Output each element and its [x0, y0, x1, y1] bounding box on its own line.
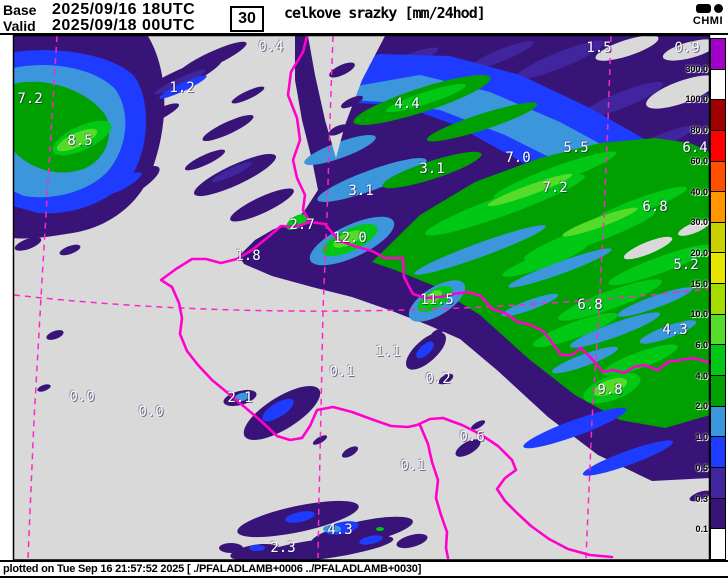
logo-bar-icon — [696, 3, 711, 13]
colorbar-segment — [711, 192, 725, 223]
valid-label: Valid — [3, 18, 36, 34]
base-time: 2025/09/16 18UTC — [52, 1, 196, 18]
colorbar-segment — [711, 467, 725, 499]
page-title: celkove srazky [mm/24hod] — [284, 4, 486, 22]
colorbar-segment — [711, 314, 725, 346]
blue-fringe-streaks — [523, 407, 674, 476]
colorbar-segment — [711, 437, 725, 468]
latlon-grid-lines — [13, 35, 710, 559]
colorbar-segment — [711, 406, 725, 438]
base-label: Base — [3, 2, 37, 18]
valid-time: 2025/09/18 00UTC — [52, 17, 196, 34]
forecast-step-box: 30 — [230, 6, 264, 32]
navy-specks-on-wedge — [328, 62, 364, 136]
colorbar-segment — [711, 222, 725, 254]
chmi-logo-icon — [679, 3, 723, 13]
forecast-step-value: 30 — [238, 10, 256, 27]
colorbar — [710, 38, 726, 560]
colorbar-segment — [711, 69, 725, 101]
chmi-logo: CHMI — [679, 3, 723, 27]
scattered-cells — [37, 328, 710, 560]
colorbar-segment — [711, 130, 725, 162]
colorbar-segment — [711, 376, 725, 407]
colorbar-segment — [711, 161, 725, 193]
colorbar-segment — [711, 39, 725, 70]
logo-dot-icon — [714, 3, 723, 13]
plotted-timestamp: plotted on Tue Sep 16 21:57:52 2025 [ ./… — [3, 563, 422, 575]
country-borders — [159, 35, 710, 560]
colorbar-segment — [711, 253, 725, 285]
colorbar-segment — [711, 498, 725, 530]
colorbar-segment — [711, 284, 725, 315]
dry-area-patches — [302, 35, 710, 260]
colorbar-segment — [711, 100, 725, 131]
colorbar-segment — [711, 529, 725, 559]
header-bar: Base 2025/09/16 18UTC Valid 2025/09/18 0… — [0, 0, 728, 34]
map-layers — [13, 35, 710, 560]
chmi-logo-text: CHMI — [692, 15, 723, 27]
header-divider — [0, 33, 728, 35]
footer-bar: plotted on Tue Sep 16 21:57:52 2025 [ ./… — [0, 560, 728, 578]
colorbar-segment — [711, 345, 725, 377]
